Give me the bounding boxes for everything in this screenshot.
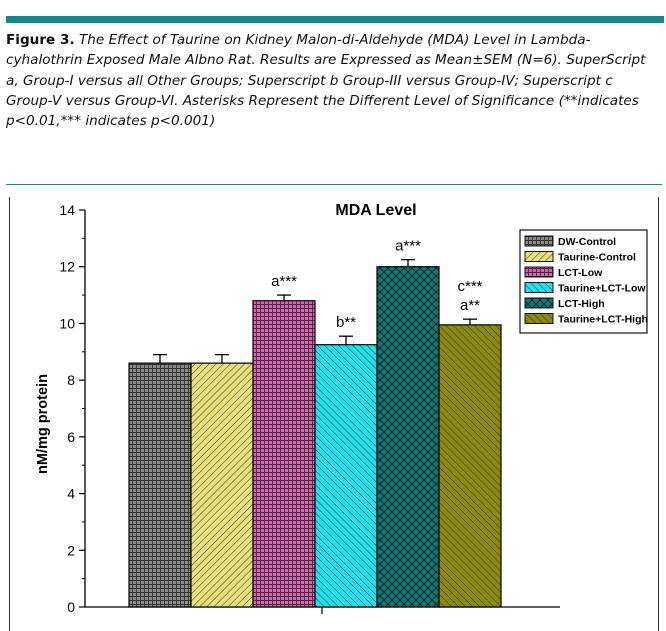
y-tick-label: 12 — [59, 259, 75, 275]
bar-1 — [128, 362, 192, 608]
bar-5 — [376, 266, 440, 608]
y-axis-label: nM/mg protein — [35, 374, 51, 474]
legend-swatch — [524, 266, 554, 278]
legend-label: Taurine-Control — [558, 252, 636, 264]
significance-label: b** — [336, 314, 356, 331]
figure-caption-text: The Effect of Taurine on Kidney Malon-di… — [6, 32, 646, 130]
legend-swatch — [524, 313, 554, 324]
legend-swatch — [524, 297, 554, 309]
significance-label: a** — [460, 297, 480, 314]
y-tick-label: 8 — [67, 372, 75, 388]
figure-label: Figure 3. — [6, 32, 75, 48]
legend-label: LCT-Low — [558, 267, 603, 279]
legend-swatch — [524, 251, 554, 262]
header-rule — [6, 16, 664, 23]
legend-label: Taurine+LCT-High — [558, 314, 648, 326]
legend-label: DW-Control — [558, 236, 616, 248]
legend-label: Taurine+LCT-Low — [558, 283, 646, 295]
legend-swatch — [524, 235, 554, 247]
bar-6 — [438, 324, 502, 608]
y-tick-label: 4 — [67, 486, 75, 502]
y-tick-label: 10 — [59, 315, 75, 331]
y-tick-label: 2 — [67, 542, 75, 558]
legend: DW-Control Taurine-Control LCT-Low Taurine+… — [519, 229, 648, 334]
significance-label: c*** — [457, 278, 482, 295]
figure-caption: Figure 3. The Effect of Taurine on Kidne… — [6, 30, 658, 131]
significance-label: a*** — [395, 238, 421, 255]
y-tick-label: 0 — [67, 599, 75, 615]
bar-4 — [314, 344, 378, 608]
legend-label: LCT-High — [558, 298, 605, 310]
y-tick-label: 6 — [67, 429, 75, 445]
caption-rule — [6, 184, 662, 185]
chart-title: MDA Level — [335, 202, 416, 219]
y-tick-label: 14 — [59, 202, 75, 218]
bar-2 — [190, 362, 254, 608]
chart-frame — [9, 197, 659, 631]
bar-3 — [252, 300, 316, 608]
significance-label: a*** — [271, 273, 297, 290]
legend-swatch — [524, 282, 554, 293]
